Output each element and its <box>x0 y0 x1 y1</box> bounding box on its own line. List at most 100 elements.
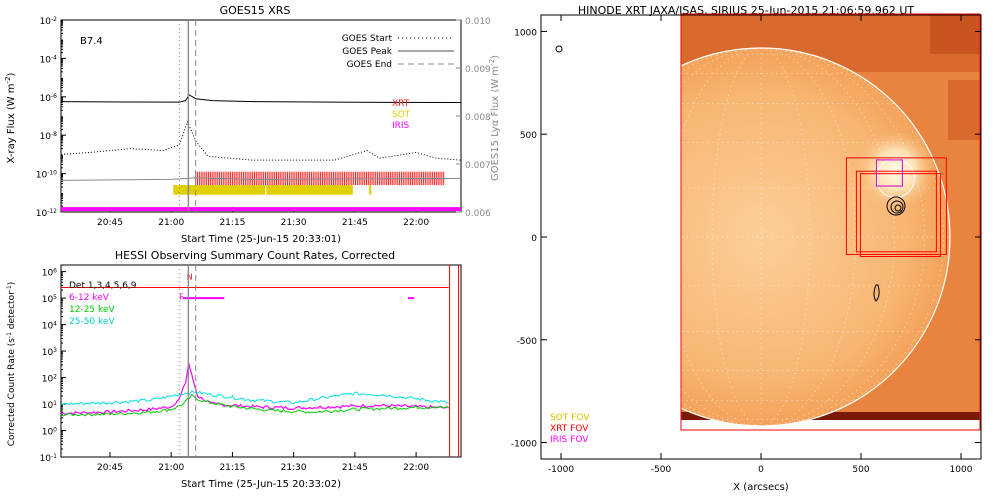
solar-disk <box>681 48 950 426</box>
hessi-y-axis-label: Corrected Count Rate (s-1 detector-1) <box>6 282 18 447</box>
longitude-line <box>760 47 944 426</box>
longitude-line <box>681 47 762 426</box>
image-frame <box>680 13 981 431</box>
hessi-x-tick-label: 21:00 <box>158 463 184 473</box>
hessi-flag-f: F <box>179 292 184 301</box>
fov-legend-sot: SOT FOV <box>550 413 590 423</box>
goes-x-tick-label: 21:15 <box>219 218 245 228</box>
hessi-series-25-50-kev <box>60 390 449 406</box>
image-corner-patch <box>930 14 980 54</box>
goes-legend: GOES Start GOES Peak GOES End <box>342 34 454 70</box>
goes-x-axis-label: Start Time (25-Jun-15 20:33:01) <box>181 234 341 245</box>
goes-x-tick-label: 22:00 <box>403 218 429 228</box>
goes-y2-tick-label: 0.009 <box>465 65 491 75</box>
goes-y2-axis-label: GOES15 Lyα Flux (W m-2) <box>488 55 501 181</box>
fov-box-xrt <box>859 173 941 258</box>
fov-legend: SOT FOV XRT FOV IRIS FOV <box>550 413 590 445</box>
hessi-panel: HESSI Observing Summary Count Rates, Cor… <box>6 249 462 490</box>
hessi-y-tick-label: 102 <box>42 373 57 385</box>
iris-coverage-bar <box>61 207 461 212</box>
longitude-line <box>760 47 926 426</box>
goes-x-tick-label: 21:00 <box>158 218 184 228</box>
goes-y-tick-label: 10-2 <box>40 16 58 28</box>
goes-x-tick-label: 21:30 <box>281 218 307 228</box>
goes-y-tick-label: 10-8 <box>40 131 58 143</box>
goes-y2-tick-label: 0.010 <box>465 17 491 27</box>
hessi-x-axis: 20:45 21:00 21:15 21:30 21:45 22:00 <box>97 452 429 473</box>
hinode-image <box>681 14 980 426</box>
goes-x-tick-label: 21:45 <box>342 218 368 228</box>
hessi-legend-12-25: 12-25 keV <box>69 305 115 315</box>
hessi-x-tick-label: 20:45 <box>97 463 123 473</box>
hessi-x-axis-label: Start Time (25-Jun-15 20:33:02) <box>181 479 341 490</box>
hinode-x-tick-label: 1000 <box>950 465 973 475</box>
hessi-y-tick-label: 105 <box>42 294 57 306</box>
goes-legend-start: GOES Start <box>342 34 393 44</box>
goes-y-tick-label: 10-12 <box>36 208 57 220</box>
goes-panel: GOES15 XRS 10-2 10-4 10-6 10-8 10-10 10-12 0.… <box>4 4 501 245</box>
contour <box>894 204 902 212</box>
goes-y-tick-label: 10-4 <box>40 54 58 66</box>
fov-box-xrt <box>845 157 947 255</box>
hessi-x-tick-label: 21:45 <box>342 463 368 473</box>
sot-coverage-bar <box>369 185 372 195</box>
goes-y2-tick-label: 0.008 <box>465 113 491 123</box>
goes-label-iris: IRIS <box>392 121 410 131</box>
hessi-series-6-12-kev <box>60 362 450 416</box>
hessi-title: HESSI Observing Summary Count Rates, Cor… <box>115 249 395 262</box>
hinode-x-tick-label: 0 <box>758 465 764 475</box>
hessi-x-tick-label: 21:30 <box>281 463 307 473</box>
hinode-panel: HINODE XRT JAXA/ISAS, SIRIUS 25-Jun-2015… <box>511 4 982 493</box>
goes-label-xrt: XRT <box>392 99 410 109</box>
contour <box>555 45 563 53</box>
hessi-plot-frame <box>60 264 462 458</box>
hessi-series-12-25-kev <box>60 393 450 417</box>
hinode-x-tick-label: -1000 <box>548 465 574 475</box>
goes-y-axis: 10-2 10-4 10-6 10-8 10-10 10-12 <box>36 16 66 220</box>
contour <box>890 200 904 214</box>
image-corner-patch <box>948 80 980 140</box>
goes-instrument-labels: XRT SOT IRIS <box>392 99 411 131</box>
hessi-y-tick-label: 100 <box>42 426 57 438</box>
goes-label-sot: SOT <box>392 110 411 120</box>
fov-box-iris <box>875 159 903 187</box>
hinode-y-tick-label: -1000 <box>511 440 537 450</box>
hinode-x-tick-label: -500 <box>651 465 672 475</box>
hessi-legend-25-50: 25-50 keV <box>69 317 115 327</box>
goes-y-tick-label: 10-6 <box>40 92 58 104</box>
lya-flux-line <box>60 177 462 181</box>
goes-long-channel <box>60 94 462 104</box>
hessi-y-tick-label: 101 <box>42 400 57 412</box>
hessi-flag-n: N <box>187 273 193 282</box>
hessi-x-tick-label: 22:00 <box>403 463 429 473</box>
hessi-y-axis: 106 105 104 103 102 101 100 10-1 <box>40 267 66 464</box>
hessi-legend-6-12: 6-12 keV <box>69 293 110 303</box>
goes-y-tick-label: 10-10 <box>36 169 57 181</box>
fov-boxes <box>845 157 947 258</box>
sot-coverage-bar <box>173 185 266 195</box>
goes-x-tick-label: 20:45 <box>97 218 123 228</box>
sot-coverage-bar <box>266 185 353 195</box>
hinode-x-axis-label: X (arcsecs) <box>733 482 789 493</box>
goes-legend-peak: GOES Peak <box>342 47 392 57</box>
longitude-line <box>760 47 856 426</box>
goes-y2-tick-label: 0.006 <box>465 209 491 219</box>
longitude-line <box>681 47 762 426</box>
contour <box>873 284 880 302</box>
hessi-y-tick-label: 10-1 <box>40 453 58 465</box>
fov-legend-iris: IRIS FOV <box>550 435 589 445</box>
fov-legend-xrt: XRT FOV <box>550 424 589 434</box>
hessi-y-tick-label: 104 <box>42 320 57 332</box>
fov-box-xrt <box>855 170 937 253</box>
hessi-y-tick-label: 103 <box>42 347 57 359</box>
hessi-legend: Det 1,3,4,5,6,9 6-12 keV 12-25 keV 25-50… <box>69 281 137 327</box>
goes-y2-axis: 0.010 0.009 0.008 0.007 0.006 <box>456 17 491 219</box>
hinode-y-tick-label: 500 <box>520 131 537 141</box>
active-region-glow <box>855 130 936 211</box>
goes-y-axis-label: X-ray Flux (W m-2) <box>4 72 17 163</box>
hinode-y-tick-label: -500 <box>517 337 538 347</box>
goes-legend-end: GOES End <box>347 60 392 70</box>
longitude-line <box>760 47 895 426</box>
goes-short-channel <box>60 120 462 161</box>
